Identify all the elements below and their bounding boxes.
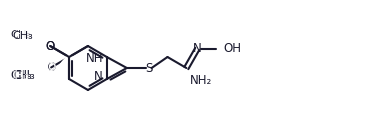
Text: N: N	[94, 71, 103, 83]
Text: CH₃: CH₃	[11, 30, 32, 40]
Text: N: N	[193, 42, 202, 55]
Text: CH₃: CH₃	[13, 31, 33, 41]
Text: O: O	[46, 61, 56, 74]
Text: NH: NH	[86, 53, 104, 66]
Text: CH₃: CH₃	[13, 69, 35, 82]
Text: CH₃: CH₃	[10, 69, 32, 82]
Text: O: O	[46, 39, 55, 53]
Text: O: O	[46, 39, 55, 53]
Text: CH₃: CH₃	[8, 29, 32, 42]
Text: S: S	[145, 62, 152, 75]
Text: CH₃: CH₃	[6, 69, 30, 82]
Text: O: O	[45, 61, 55, 74]
Text: NH₂: NH₂	[190, 74, 212, 87]
Text: OH: OH	[223, 42, 241, 55]
